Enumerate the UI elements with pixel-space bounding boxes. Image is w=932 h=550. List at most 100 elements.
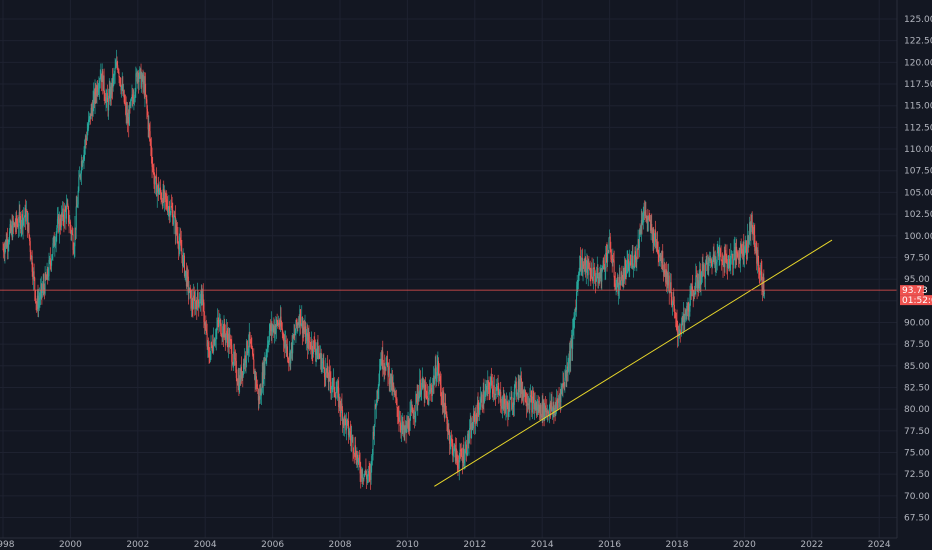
candle-body [441,399,443,407]
candle-body [280,316,282,327]
candle-body [496,389,498,391]
candle-body [73,249,75,254]
candle-body [695,275,697,292]
candle-body [176,223,178,233]
candle-body [486,386,488,393]
candle-body [80,161,82,174]
candle-body [646,215,648,222]
candle-body [654,230,656,242]
candle-body [615,287,617,290]
candle-body [707,263,709,271]
candle-body [641,220,643,225]
candle-body [364,470,366,474]
candle-body [524,390,526,402]
candle-body [694,291,696,295]
candle-body [329,372,331,382]
candle-body [284,342,286,347]
candle-body [727,262,729,268]
candle-body [395,398,397,400]
candle-body [663,270,665,273]
candle-body [295,319,297,334]
candle-body [56,227,58,235]
candle-body [253,370,255,374]
candle-body [265,354,267,361]
candle-body [485,386,487,390]
candle-body [240,366,242,379]
candle-body [469,428,471,439]
candle-body [454,444,456,446]
candle-body [751,214,753,228]
candle-body [471,423,473,438]
candle-body [452,453,454,457]
candle-body [172,222,174,225]
candle-body [546,410,548,413]
candle-body [163,191,165,200]
candle-body [180,237,182,243]
candle-body [86,132,88,140]
candle-body [705,261,707,264]
candle-body [327,365,329,378]
candle-body [22,218,24,228]
candle-body [119,77,121,85]
candle-body [439,375,441,377]
candle-body [572,329,574,349]
trendline[interactable] [434,239,833,487]
candle-body [612,259,614,261]
candle-body [380,358,382,365]
candle-body [111,78,113,95]
candle-body [688,302,690,312]
candle-body [593,267,595,269]
candle-body [688,311,690,313]
candle-body [713,254,715,263]
candle-body [268,330,270,343]
candle-body [307,334,309,349]
candle-body [347,421,349,435]
candle-body [384,366,386,370]
candle-body [613,260,615,278]
candle-body [565,370,567,377]
candle-body [483,390,485,403]
candle-body [139,68,141,70]
candle-body [670,282,672,297]
candle-body [655,241,657,248]
candle-body [740,243,742,261]
candle-body [309,341,311,343]
candle-body [614,283,616,290]
candle-body [517,381,519,393]
candle-body [595,278,597,283]
candle-body [25,211,27,222]
candle-body [298,321,300,326]
candle-body [259,396,261,400]
candle-body [147,115,149,130]
candle-body [148,124,150,130]
candle-body [583,264,585,266]
candle-body [349,431,351,436]
candle-body [103,75,105,94]
time-axis-panel[interactable] [0,538,897,550]
candle-body [312,340,314,354]
candle-body [20,224,22,230]
candle-body [579,256,581,272]
candle-body [411,407,413,411]
candle-body [177,236,179,245]
price-axis-panel[interactable] [897,0,932,538]
candle-body [69,221,71,224]
candle-body [220,319,222,335]
candle-body [706,263,708,264]
candle-body [736,246,738,254]
price-tick-label: 90.00 [904,318,930,328]
candle-body [410,409,412,411]
candle-body [266,345,268,353]
candle-body [137,72,139,83]
candle-body [169,212,171,217]
candle-body [609,236,611,249]
candle-body [628,267,630,271]
candle-body [585,263,587,273]
candle-body [272,325,274,329]
candle-body [248,345,250,351]
candle-body [664,270,666,275]
candle-body [699,269,701,281]
candle-body [589,269,591,275]
candle-body [646,219,648,222]
